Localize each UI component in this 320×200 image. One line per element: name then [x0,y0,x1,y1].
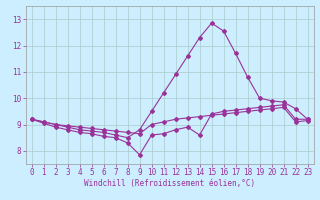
X-axis label: Windchill (Refroidissement éolien,°C): Windchill (Refroidissement éolien,°C) [84,179,255,188]
